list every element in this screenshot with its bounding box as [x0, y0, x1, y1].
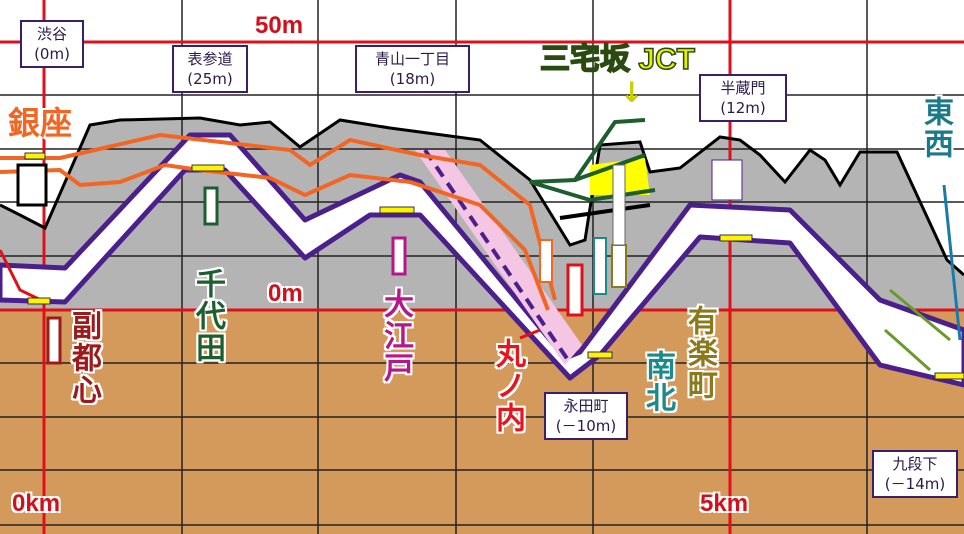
station-omotesando: 表参道 (25m): [172, 45, 248, 93]
line-label-tozai: 東西: [918, 96, 953, 160]
line-label-yurakucho: 有楽町: [682, 305, 717, 401]
platforms: [24, 152, 964, 380]
tozai-line: [942, 184, 962, 341]
line-label-marunouchi: 丸ノ内: [490, 338, 525, 434]
line-label-ginza: 銀座: [8, 104, 73, 142]
marunouchi-link: [519, 328, 541, 340]
station-nagatacho: 永田町 (－10m): [544, 392, 628, 440]
yurakucho-tracks: [884, 288, 951, 372]
station-name: 半蔵門: [720, 79, 766, 97]
junction-lines: [529, 118, 656, 203]
junction-label: 三宅坂 JCT: [539, 42, 696, 77]
x-axis-label-5km: 5km: [700, 490, 749, 517]
underground-area: [0, 310, 964, 534]
arrow-down-icon: ↓: [620, 76, 644, 109]
line-label-fukutoshin: 副都心: [66, 310, 101, 406]
line-label-oedo: 大江戸: [378, 288, 413, 384]
station-name: 表参道: [187, 50, 233, 68]
station-elevation: (12m): [720, 99, 766, 117]
station-shafts: [16, 159, 743, 365]
hanzomon-line-tunnel: [0, 132, 964, 388]
station-elevation: (－10m): [555, 417, 617, 435]
station-elevation: (0m): [34, 45, 70, 63]
ginza-line-upper: [0, 132, 557, 301]
station-elevation: (18m): [389, 70, 436, 88]
station-name: 九段下: [892, 455, 938, 473]
station-name: 青山一丁目: [374, 50, 450, 68]
ginza-line-lower: [0, 162, 550, 311]
station-elevation: (－14m): [884, 475, 946, 493]
line-label-namboku: 南北: [640, 350, 675, 414]
station-aoyama-itchome: 青山一丁目 (18m): [355, 45, 470, 93]
ground-surface-line: [0, 116, 964, 277]
station-shibuya: 渋谷 (0m): [20, 20, 84, 68]
station-name: 永田町: [563, 397, 609, 415]
x-axis-label-0km: 0km: [12, 490, 61, 517]
line-label-chiyoda: 千代田: [190, 268, 225, 364]
station-hanzomon: 半蔵門 (12m): [699, 74, 787, 122]
y-axis-label-0m: 0m: [268, 280, 303, 307]
station-elevation: (25m): [187, 70, 233, 88]
station-kudanshita: 九段下 (－14m): [872, 450, 958, 498]
y-axis-label-50m: 50m: [255, 12, 304, 39]
black-track: [559, 203, 651, 220]
dashed-track: [423, 148, 570, 362]
station-name: 渋谷: [36, 25, 67, 43]
